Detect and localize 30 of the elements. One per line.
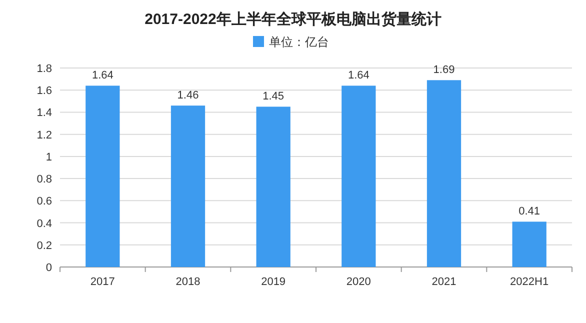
data-label: 1.45 <box>262 90 284 103</box>
bar <box>256 106 290 267</box>
y-tick-label: 0.4 <box>36 218 52 230</box>
bar <box>170 106 206 267</box>
bar <box>86 86 120 267</box>
x-tick-label: 2019 <box>261 276 286 288</box>
y-tick-label: 0 <box>46 262 52 274</box>
x-tick-label: 2022H1 <box>510 276 549 288</box>
x-tick-label: 2018 <box>176 276 200 288</box>
bar <box>426 80 462 267</box>
y-tick-label: 1.8 <box>36 63 52 75</box>
y-tick-label: 0.2 <box>36 240 52 252</box>
y-tick-label: 1.2 <box>36 129 52 142</box>
data-label: 0.41 <box>518 206 540 218</box>
x-tick-label: 2021 <box>432 276 456 288</box>
chart-title: 2017-2022年上半年全球平板电脑出货量统计 <box>144 10 442 28</box>
y-tick-label: 1.6 <box>36 85 52 98</box>
y-tick-label: 1.4 <box>36 107 52 120</box>
legend-label: 单位：亿台 <box>269 35 329 49</box>
data-label: 1.46 <box>177 90 199 102</box>
y-tick-label: 1 <box>46 151 52 164</box>
data-label: 1.64 <box>348 70 370 82</box>
y-tick-label: 0.6 <box>36 196 52 208</box>
data-label: 1.64 <box>92 70 114 82</box>
bar <box>342 86 376 267</box>
y-tick-label: 0.8 <box>36 174 52 186</box>
data-label: 1.69 <box>433 64 455 76</box>
x-tick-label: 2020 <box>346 276 371 288</box>
bar <box>512 222 546 267</box>
x-tick-label: 2017 <box>90 276 115 288</box>
